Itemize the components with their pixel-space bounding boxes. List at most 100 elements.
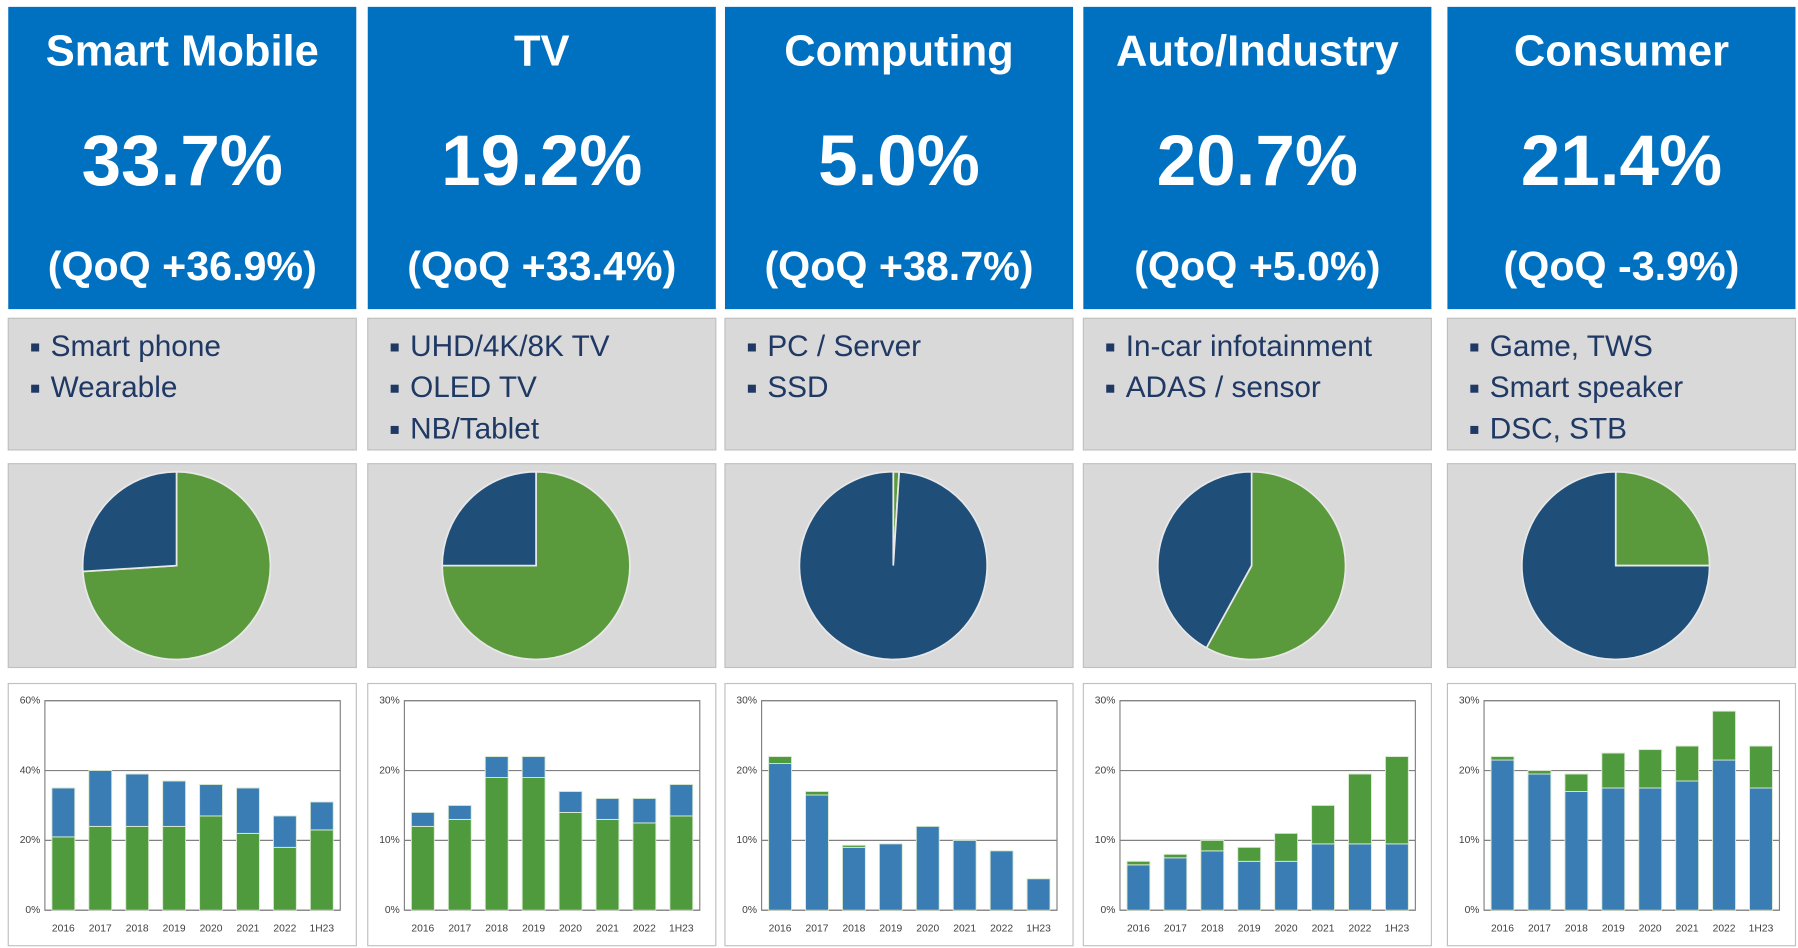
bar-segment bbox=[1712, 710, 1736, 761]
x-tick-label: 1H23 bbox=[310, 923, 335, 934]
pie-slice bbox=[441, 470, 631, 661]
bar-segment bbox=[521, 777, 546, 911]
bar-segment bbox=[669, 784, 694, 817]
bullet-icon bbox=[390, 343, 399, 352]
y-tick-label: 30% bbox=[379, 695, 400, 706]
bullet-icon bbox=[747, 384, 756, 393]
bar-segment bbox=[1384, 843, 1409, 911]
bar-segment bbox=[88, 770, 113, 827]
x-tick-label: 2019 bbox=[879, 923, 902, 934]
bullet-text: OLED TV bbox=[410, 371, 537, 404]
header-box bbox=[8, 6, 357, 310]
bar-segment bbox=[1527, 773, 1552, 911]
x-tick-label: 2020 bbox=[916, 923, 939, 934]
bar-segment bbox=[236, 787, 260, 834]
bullet-text: PC / Server bbox=[767, 330, 921, 363]
bar-segment bbox=[1675, 780, 1700, 911]
bar-segment bbox=[88, 825, 113, 911]
bar-segment bbox=[272, 846, 297, 911]
bullet-box bbox=[1446, 317, 1797, 451]
y-tick-label: 0% bbox=[742, 905, 757, 916]
bar-segment bbox=[1638, 787, 1663, 911]
bar-segment bbox=[236, 832, 260, 911]
x-tick-label: 2022 bbox=[990, 923, 1013, 934]
panel-title: TV bbox=[514, 27, 570, 75]
pie-slice bbox=[798, 470, 988, 661]
x-tick-label: 2017 bbox=[448, 923, 471, 934]
bar-segment bbox=[309, 829, 334, 911]
panel-qoq: (QoQ +38.7%) bbox=[764, 243, 1033, 289]
pie-slice bbox=[81, 470, 178, 573]
panel-qoq: (QoQ +5.0%) bbox=[1134, 243, 1380, 289]
panel-title: Consumer bbox=[1514, 27, 1729, 75]
bar-segment bbox=[410, 825, 435, 911]
y-tick-label: 30% bbox=[1095, 695, 1116, 706]
y-tick-label: 0% bbox=[1101, 905, 1116, 916]
bar-segment bbox=[1601, 787, 1626, 911]
bullet-text: DSC, STB bbox=[1490, 412, 1627, 445]
bullet-icon bbox=[31, 384, 40, 393]
bar-segment bbox=[1675, 745, 1700, 782]
x-tick-label: 2020 bbox=[1639, 923, 1662, 934]
bar-segment bbox=[915, 825, 940, 911]
x-tick-label: 2019 bbox=[1602, 923, 1625, 934]
panel-share: 33.7% bbox=[82, 122, 283, 201]
panel-title: Smart Mobile bbox=[46, 27, 319, 75]
bar-segment bbox=[595, 798, 620, 820]
x-tick-label: 2022 bbox=[1349, 923, 1372, 934]
y-tick-label: 30% bbox=[736, 695, 757, 706]
bar-segment bbox=[595, 818, 620, 911]
bar-segment bbox=[125, 825, 150, 911]
bar-segment bbox=[1237, 846, 1262, 862]
panel-share: 19.2% bbox=[441, 122, 642, 201]
x-tick-label: 2020 bbox=[200, 923, 223, 934]
y-tick-label: 20% bbox=[379, 765, 400, 776]
bar-segment bbox=[1200, 850, 1225, 911]
y-tick-label: 0% bbox=[385, 905, 400, 916]
x-tick-label: 2021 bbox=[596, 923, 619, 934]
panel-title: Computing bbox=[784, 27, 1014, 75]
bar-segment bbox=[768, 763, 792, 911]
bar-segment bbox=[842, 846, 866, 911]
pie-slice bbox=[1614, 470, 1711, 567]
bar-segment bbox=[1126, 860, 1151, 866]
bar-segment bbox=[199, 784, 223, 817]
bullet-text: NB/Tablet bbox=[410, 412, 540, 445]
bar-segment bbox=[842, 844, 866, 848]
header-box bbox=[724, 6, 1074, 310]
x-tick-label: 2020 bbox=[559, 923, 582, 934]
x-tick-label: 2016 bbox=[1127, 923, 1150, 934]
bar-segment bbox=[51, 787, 76, 838]
bullet-text: In-car infotainment bbox=[1126, 330, 1373, 363]
x-tick-label: 1H23 bbox=[1026, 923, 1051, 934]
bar-segment bbox=[125, 773, 150, 827]
bar-segment bbox=[632, 798, 657, 824]
panel-qoq: (QoQ +33.4%) bbox=[407, 243, 676, 289]
bar-segment bbox=[1237, 860, 1262, 911]
bullet-text: Wearable bbox=[51, 371, 178, 404]
pie-slice bbox=[441, 470, 537, 567]
x-tick-label: 1H23 bbox=[1385, 923, 1410, 934]
bar-segment bbox=[878, 843, 903, 911]
bar-segment bbox=[199, 815, 223, 911]
x-tick-label: 2021 bbox=[953, 923, 976, 934]
x-tick-label: 2022 bbox=[633, 923, 656, 934]
x-tick-label: 2017 bbox=[1164, 923, 1187, 934]
panel-share: 20.7% bbox=[1157, 122, 1358, 201]
y-tick-label: 20% bbox=[736, 765, 757, 776]
bullet-box bbox=[1082, 317, 1432, 451]
bar-segment bbox=[669, 815, 694, 911]
pie-slice bbox=[1156, 470, 1253, 650]
bar-segment bbox=[1564, 773, 1589, 792]
bar-segment bbox=[558, 811, 583, 911]
bar-segment bbox=[1163, 857, 1188, 911]
bullet-icon bbox=[390, 425, 399, 434]
x-tick-label: 2018 bbox=[1565, 923, 1588, 934]
panel-share: 21.4% bbox=[1521, 122, 1722, 201]
bar-segment bbox=[768, 756, 792, 765]
x-tick-label: 2017 bbox=[806, 923, 829, 934]
panel-title: Auto/Industry bbox=[1116, 27, 1399, 75]
x-tick-label: 2016 bbox=[1491, 923, 1514, 934]
bar-segment bbox=[484, 777, 509, 911]
pie-slice bbox=[1205, 470, 1347, 661]
